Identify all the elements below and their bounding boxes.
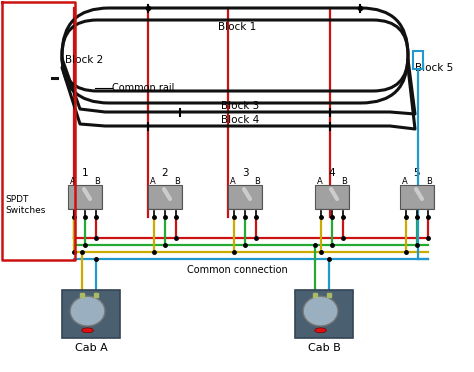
FancyBboxPatch shape bbox=[69, 186, 101, 208]
Ellipse shape bbox=[82, 328, 93, 333]
Text: 3: 3 bbox=[242, 168, 248, 178]
Text: Cab B: Cab B bbox=[308, 343, 340, 353]
Text: 4: 4 bbox=[328, 168, 335, 178]
FancyBboxPatch shape bbox=[229, 186, 261, 208]
FancyBboxPatch shape bbox=[228, 185, 262, 209]
FancyBboxPatch shape bbox=[295, 290, 353, 338]
Text: B: B bbox=[254, 176, 260, 186]
Text: A: A bbox=[230, 176, 236, 186]
Text: Common connection: Common connection bbox=[187, 265, 287, 275]
Text: Cab A: Cab A bbox=[74, 343, 108, 353]
FancyBboxPatch shape bbox=[149, 186, 181, 208]
FancyBboxPatch shape bbox=[400, 185, 434, 209]
FancyBboxPatch shape bbox=[316, 186, 348, 208]
Text: Block 2: Block 2 bbox=[65, 55, 103, 65]
Text: A: A bbox=[317, 176, 323, 186]
Text: Block 4: Block 4 bbox=[221, 115, 259, 125]
Text: A: A bbox=[70, 176, 76, 186]
FancyBboxPatch shape bbox=[62, 290, 120, 338]
Text: Block 5: Block 5 bbox=[415, 63, 453, 73]
Text: B: B bbox=[174, 176, 180, 186]
Text: 2: 2 bbox=[162, 168, 168, 178]
Text: B: B bbox=[341, 176, 347, 186]
Text: Block 3: Block 3 bbox=[221, 101, 259, 111]
Text: B: B bbox=[94, 176, 100, 186]
Text: Block 1: Block 1 bbox=[218, 22, 256, 32]
Text: A: A bbox=[150, 176, 156, 186]
Text: Common rail: Common rail bbox=[112, 83, 174, 93]
Ellipse shape bbox=[315, 328, 326, 333]
Ellipse shape bbox=[303, 296, 338, 326]
Text: 5: 5 bbox=[414, 168, 420, 178]
Text: A: A bbox=[402, 176, 408, 186]
FancyBboxPatch shape bbox=[148, 185, 182, 209]
FancyBboxPatch shape bbox=[68, 185, 102, 209]
FancyBboxPatch shape bbox=[315, 185, 349, 209]
FancyBboxPatch shape bbox=[401, 186, 433, 208]
Ellipse shape bbox=[70, 296, 105, 326]
Text: B: B bbox=[426, 176, 432, 186]
Text: SPDT
Switches: SPDT Switches bbox=[5, 195, 46, 215]
Text: 1: 1 bbox=[82, 168, 88, 178]
